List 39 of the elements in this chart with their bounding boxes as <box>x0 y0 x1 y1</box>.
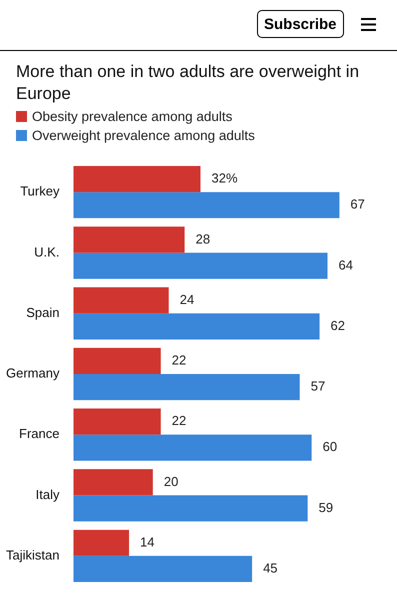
y-tick-label: Turkey <box>20 184 60 199</box>
bar <box>73 313 320 340</box>
bar <box>73 408 161 435</box>
data-label: 67 <box>350 196 365 212</box>
y-tick-label: Spain <box>26 304 60 320</box>
chart-title: More than one in two adults are overweight in Europe <box>16 61 360 105</box>
bar <box>73 252 328 279</box>
bar <box>73 287 169 314</box>
bar <box>73 469 153 496</box>
y-tick-label: U.K. <box>34 244 60 260</box>
bar <box>73 434 312 461</box>
bar <box>73 530 130 556</box>
y-tick-label: France <box>19 426 60 442</box>
bar <box>73 226 185 253</box>
legend-label: Obesity prevalence among adults <box>32 109 232 124</box>
y-tick-label: Tajikistan <box>6 547 60 562</box>
bar <box>73 495 308 522</box>
data-label: 59 <box>318 500 334 515</box>
bar <box>73 556 252 582</box>
text: Subscribe <box>257 10 344 38</box>
data-label: 22 <box>172 352 186 368</box>
bar <box>73 348 161 374</box>
data-label: 57 <box>310 378 326 394</box>
y-tick-label: Italy <box>36 486 60 502</box>
data-label: 20 <box>164 474 178 489</box>
data-label: 32% <box>211 170 238 186</box>
data-label: 22 <box>172 413 186 428</box>
data-label: 60 <box>322 439 338 454</box>
bar <box>73 166 200 192</box>
bar <box>73 374 300 400</box>
data-label: 14 <box>140 534 155 550</box>
bar <box>73 192 340 218</box>
data-label: 45 <box>263 560 278 576</box>
data-label: 64 <box>338 257 353 272</box>
legend-label: Overweight prevalence among adults <box>32 128 255 143</box>
data-label: 62 <box>330 318 346 333</box>
y-tick-label: Germany <box>6 366 60 381</box>
data-label: 24 <box>180 292 194 307</box>
data-label: 28 <box>196 231 210 246</box>
